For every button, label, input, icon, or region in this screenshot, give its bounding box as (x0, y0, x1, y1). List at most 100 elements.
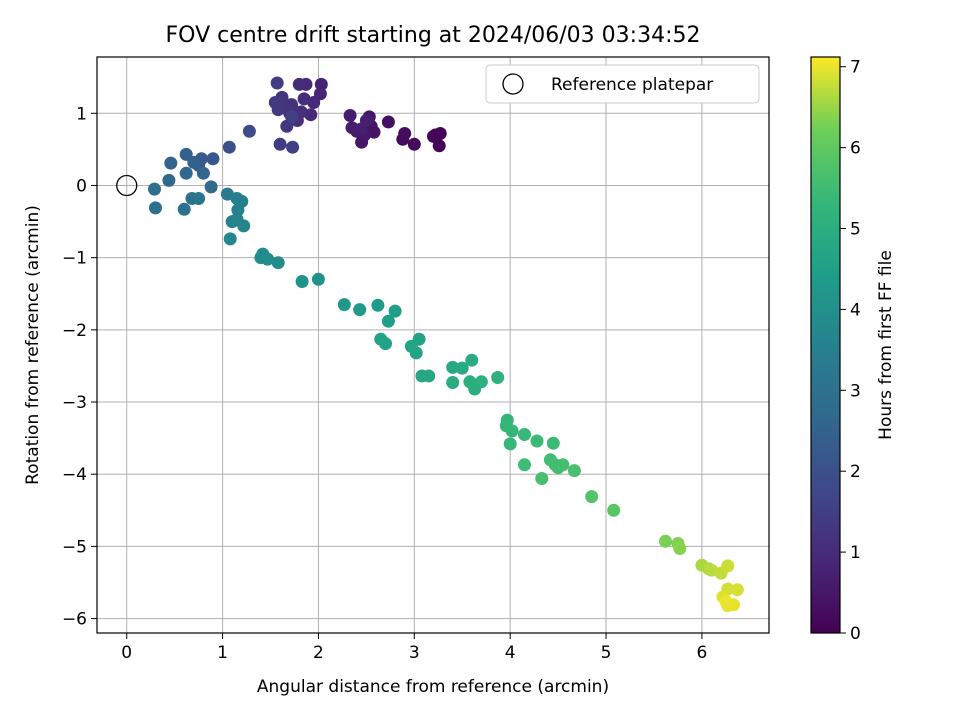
data-point (388, 304, 402, 318)
x-axis-label: Angular distance from reference (arcmin) (257, 677, 609, 697)
data-point (719, 594, 733, 608)
data-point (196, 166, 210, 180)
data-point (465, 353, 479, 367)
x-tick-label: 2 (313, 643, 324, 663)
x-tick-label: 3 (409, 643, 420, 663)
data-point (673, 542, 687, 555)
colorbar-tick-label: 6 (850, 139, 861, 159)
data-point (353, 303, 367, 317)
data-point (162, 173, 176, 187)
y-tick-label: −3 (62, 393, 87, 413)
colorbar-tick-label: 3 (850, 381, 861, 401)
y-tick-label: −5 (62, 537, 87, 557)
data-point (659, 534, 672, 548)
data-point (261, 252, 275, 266)
data-point (343, 109, 357, 122)
data-point (231, 203, 245, 217)
data-point (242, 124, 256, 138)
legend-entry-reference-platepar: Reference platepar (551, 75, 713, 95)
reference-point-marker (116, 174, 138, 197)
data-point (271, 256, 285, 270)
data-point (286, 140, 300, 154)
legend-box (485, 64, 760, 104)
data-point (567, 464, 581, 478)
x-tick-label: 0 (121, 643, 132, 663)
data-point (379, 337, 392, 351)
data-point (446, 360, 460, 374)
data-point (474, 375, 488, 389)
data-point (204, 180, 218, 194)
colorbar-tick-label: 7 (850, 58, 861, 78)
data-point (556, 458, 570, 472)
data-point (295, 275, 309, 288)
colorbar: 0 1 2 3 4 5 6 7 Hours from first FF file (810, 56, 896, 644)
data-point (381, 115, 395, 129)
data-point (270, 76, 284, 90)
data-point (432, 139, 446, 153)
x-axis-ticks: 0 1 2 3 4 5 6 (121, 633, 707, 663)
data-point (730, 583, 744, 597)
data-point (371, 298, 385, 312)
data-point (455, 361, 469, 375)
data-point (273, 137, 287, 151)
data-point (222, 140, 236, 154)
colorbar-label: Hours from first FF file (876, 250, 896, 440)
data-point (546, 436, 560, 450)
data-point (491, 371, 505, 384)
data-point (721, 559, 735, 573)
data-point (505, 424, 519, 438)
data-point (518, 458, 531, 472)
data-point (164, 156, 178, 170)
data-point (337, 298, 351, 312)
colorbar-gradient (810, 56, 841, 634)
x-tick-label: 6 (696, 643, 707, 663)
legend-marker (502, 73, 524, 95)
data-point (530, 434, 544, 448)
data-point (237, 219, 251, 233)
data-point (311, 272, 325, 286)
data-point (148, 182, 161, 196)
data-point (422, 369, 436, 383)
colorbar-tick-label: 5 (850, 220, 861, 240)
colorbar-tick-label: 2 (850, 462, 861, 482)
y-axis-ticks: 1 0 −1 −2 −3 −4 −5 −6 (62, 104, 97, 630)
data-point (179, 166, 193, 180)
data-point (314, 77, 328, 91)
data-point (223, 232, 237, 246)
data-point (381, 314, 395, 328)
y-tick-label: 0 (76, 176, 87, 196)
data-point (503, 437, 517, 451)
y-tick-label: −1 (62, 249, 87, 269)
data-point (192, 192, 206, 205)
data-point (535, 472, 549, 485)
data-point (427, 129, 440, 143)
y-tick-label: −6 (62, 610, 87, 630)
y-tick-label: −4 (62, 465, 87, 485)
data-point (607, 503, 621, 517)
data-point (518, 428, 531, 441)
x-tick-label: 1 (217, 643, 228, 663)
data-point (409, 346, 423, 360)
data-point (149, 201, 162, 215)
legend: Reference platepar (485, 64, 760, 104)
y-axis-label: Rotation from reference (arcmin) (23, 205, 43, 485)
y-tick-label: −2 (62, 321, 87, 341)
data-point (268, 96, 282, 109)
y-tick-label: 1 (76, 104, 87, 124)
data-point (285, 110, 299, 124)
colorbar-ticks: 0 1 2 3 4 5 6 7 (840, 58, 861, 644)
data-points (116, 76, 744, 613)
data-point (187, 155, 201, 169)
data-point (407, 137, 421, 151)
plot-frame (96, 56, 770, 634)
x-tick-label: 5 (601, 643, 612, 663)
data-point (206, 152, 220, 166)
data-point (585, 490, 599, 504)
data-point (359, 114, 373, 127)
x-tick-label: 4 (505, 643, 516, 663)
colorbar-tick-label: 0 (850, 624, 861, 644)
data-point (292, 77, 306, 91)
colorbar-tick-label: 1 (850, 543, 861, 563)
chart-title: FOV centre drift starting at 2024/06/03 … (166, 23, 701, 48)
